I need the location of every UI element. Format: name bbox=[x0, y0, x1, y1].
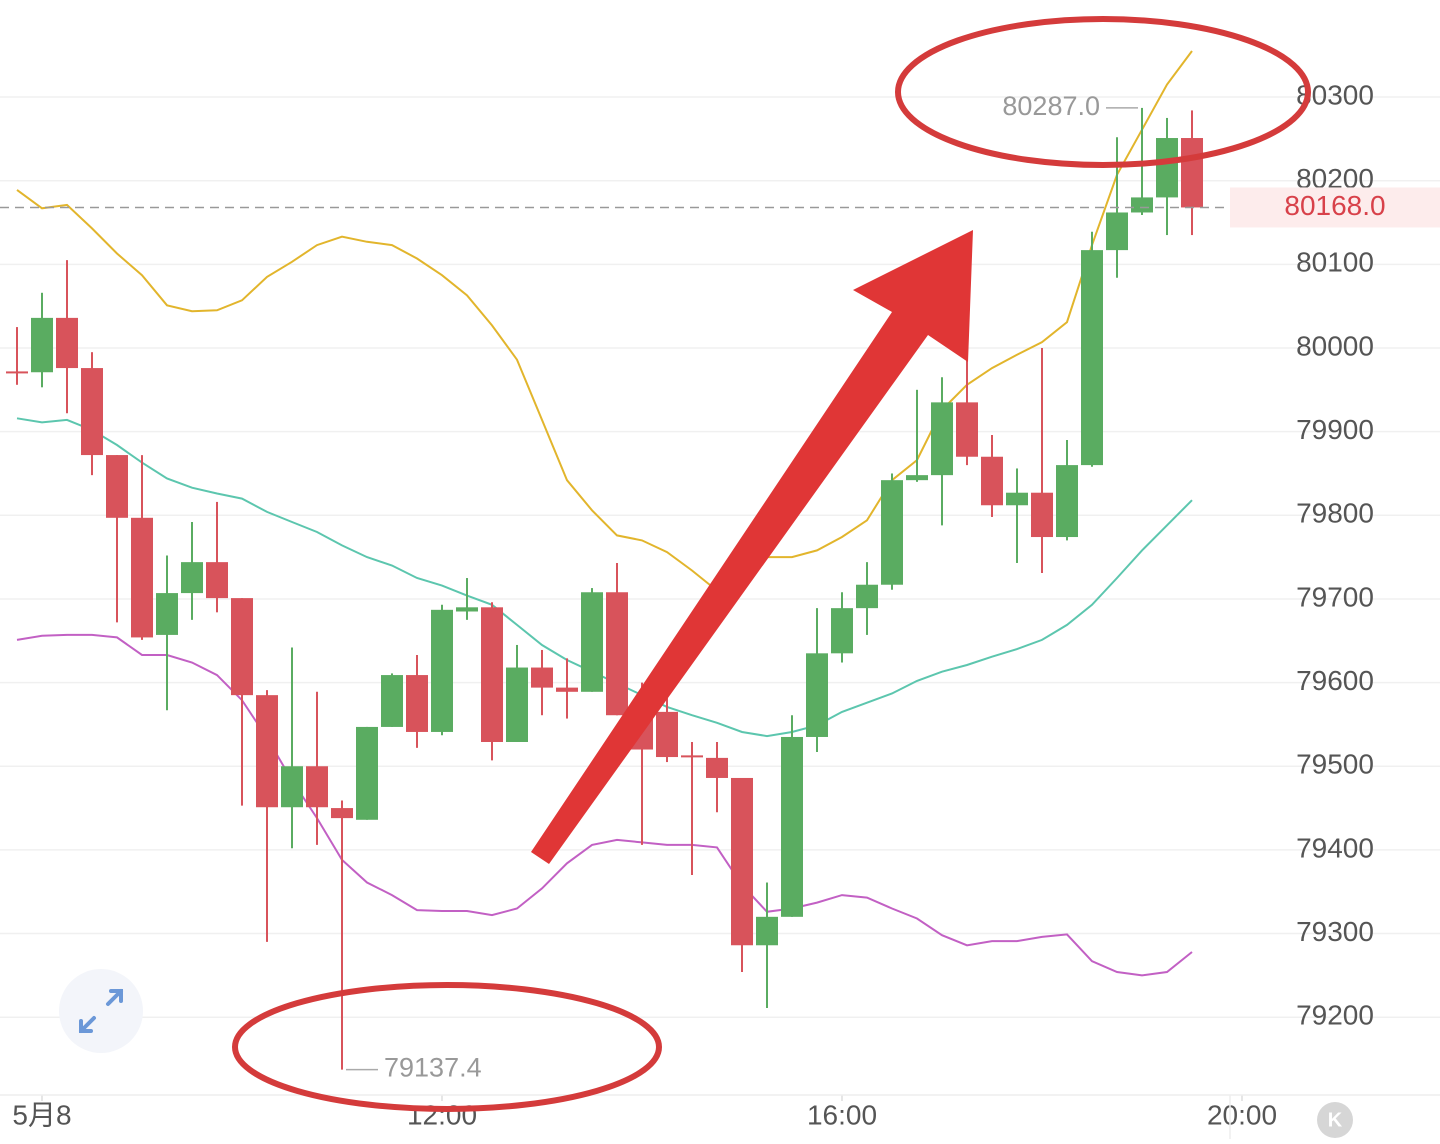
x-tick-label: 12:00 bbox=[407, 1099, 477, 1130]
x-tick-label: 20:00 bbox=[1207, 1099, 1277, 1130]
candle-body bbox=[656, 711, 678, 758]
candle-body bbox=[931, 402, 953, 476]
candle-body bbox=[381, 675, 403, 727]
candle-body bbox=[706, 757, 728, 778]
candle-body bbox=[906, 475, 928, 481]
candle-body bbox=[206, 562, 228, 599]
y-tick-label: 79800 bbox=[1296, 498, 1374, 529]
indicator-line bbox=[16, 50, 1193, 592]
candle-body bbox=[781, 736, 803, 917]
highlight-ellipse bbox=[232, 982, 662, 1112]
highlight-ellipse bbox=[895, 16, 1311, 168]
annotations: 80168.0 80287.0 79137.4 K bbox=[0, 16, 1440, 1138]
candle-body bbox=[856, 584, 878, 609]
low-label: 79137.4 bbox=[384, 1053, 482, 1083]
candle-body bbox=[1031, 492, 1053, 538]
candle-body bbox=[956, 402, 978, 457]
candles bbox=[6, 107, 1203, 1070]
k-button[interactable]: K bbox=[1317, 1102, 1353, 1138]
arrow bbox=[531, 230, 973, 864]
k-button-bg bbox=[1317, 1102, 1353, 1138]
x-tick-label: 16:00 bbox=[807, 1099, 877, 1130]
indicator-line bbox=[16, 417, 1193, 738]
current-price-box bbox=[1230, 187, 1440, 228]
candle-body bbox=[756, 916, 778, 946]
x-tick-label: 5月8 bbox=[12, 1099, 71, 1130]
candle-body bbox=[156, 593, 178, 635]
candle-body bbox=[306, 766, 328, 808]
candle-body bbox=[681, 755, 703, 758]
indicator-line bbox=[16, 633, 1193, 977]
candle-body bbox=[356, 726, 378, 820]
candle-body bbox=[1156, 138, 1178, 198]
candle-body bbox=[581, 592, 603, 692]
candle-body bbox=[6, 371, 28, 374]
candle-body bbox=[1081, 250, 1103, 466]
candle-body bbox=[606, 592, 628, 716]
candle-body bbox=[1131, 197, 1153, 213]
candle-body bbox=[881, 480, 903, 585]
candle-body bbox=[131, 517, 153, 638]
candle-body bbox=[1006, 492, 1028, 506]
candle-body bbox=[231, 598, 253, 696]
candle-body bbox=[256, 695, 278, 808]
candle-body bbox=[456, 607, 478, 612]
candle-body bbox=[556, 687, 578, 692]
expand-button[interactable] bbox=[59, 969, 143, 1053]
candle-body bbox=[181, 562, 203, 594]
candle-body bbox=[1056, 465, 1078, 538]
candle-body bbox=[831, 608, 853, 654]
indicator-lines bbox=[16, 50, 1193, 977]
candle-body bbox=[531, 667, 553, 688]
candle-body bbox=[106, 455, 128, 518]
y-tick-label: 79200 bbox=[1296, 1000, 1374, 1031]
candle-body bbox=[431, 609, 453, 732]
y-tick-label: 79700 bbox=[1296, 581, 1374, 612]
current-price-label: 80168.0 bbox=[1284, 190, 1385, 221]
k-button-label: K bbox=[1328, 1109, 1343, 1131]
candle-body bbox=[481, 607, 503, 742]
candle-body bbox=[981, 456, 1003, 506]
y-tick-label: 79300 bbox=[1296, 916, 1374, 947]
candle-body bbox=[1106, 212, 1128, 251]
high-label: 80287.0 bbox=[1002, 91, 1100, 121]
candle-body bbox=[1181, 138, 1203, 208]
y-tick-label: 80000 bbox=[1296, 330, 1374, 361]
candle-body bbox=[81, 368, 103, 456]
candle-body bbox=[406, 675, 428, 732]
candle-body bbox=[281, 766, 303, 808]
y-tick-label: 80100 bbox=[1296, 247, 1374, 278]
candle-body bbox=[731, 777, 753, 946]
y-tick-label: 79600 bbox=[1296, 665, 1374, 696]
candle-body bbox=[331, 808, 353, 819]
y-tick-label: 79400 bbox=[1296, 832, 1374, 863]
candle-body bbox=[56, 317, 78, 369]
y-tick-label: 79900 bbox=[1296, 414, 1374, 445]
candle-body bbox=[506, 667, 528, 742]
candle-body bbox=[31, 317, 53, 373]
y-tick-label: 79500 bbox=[1296, 749, 1374, 780]
candle-body bbox=[806, 653, 828, 737]
